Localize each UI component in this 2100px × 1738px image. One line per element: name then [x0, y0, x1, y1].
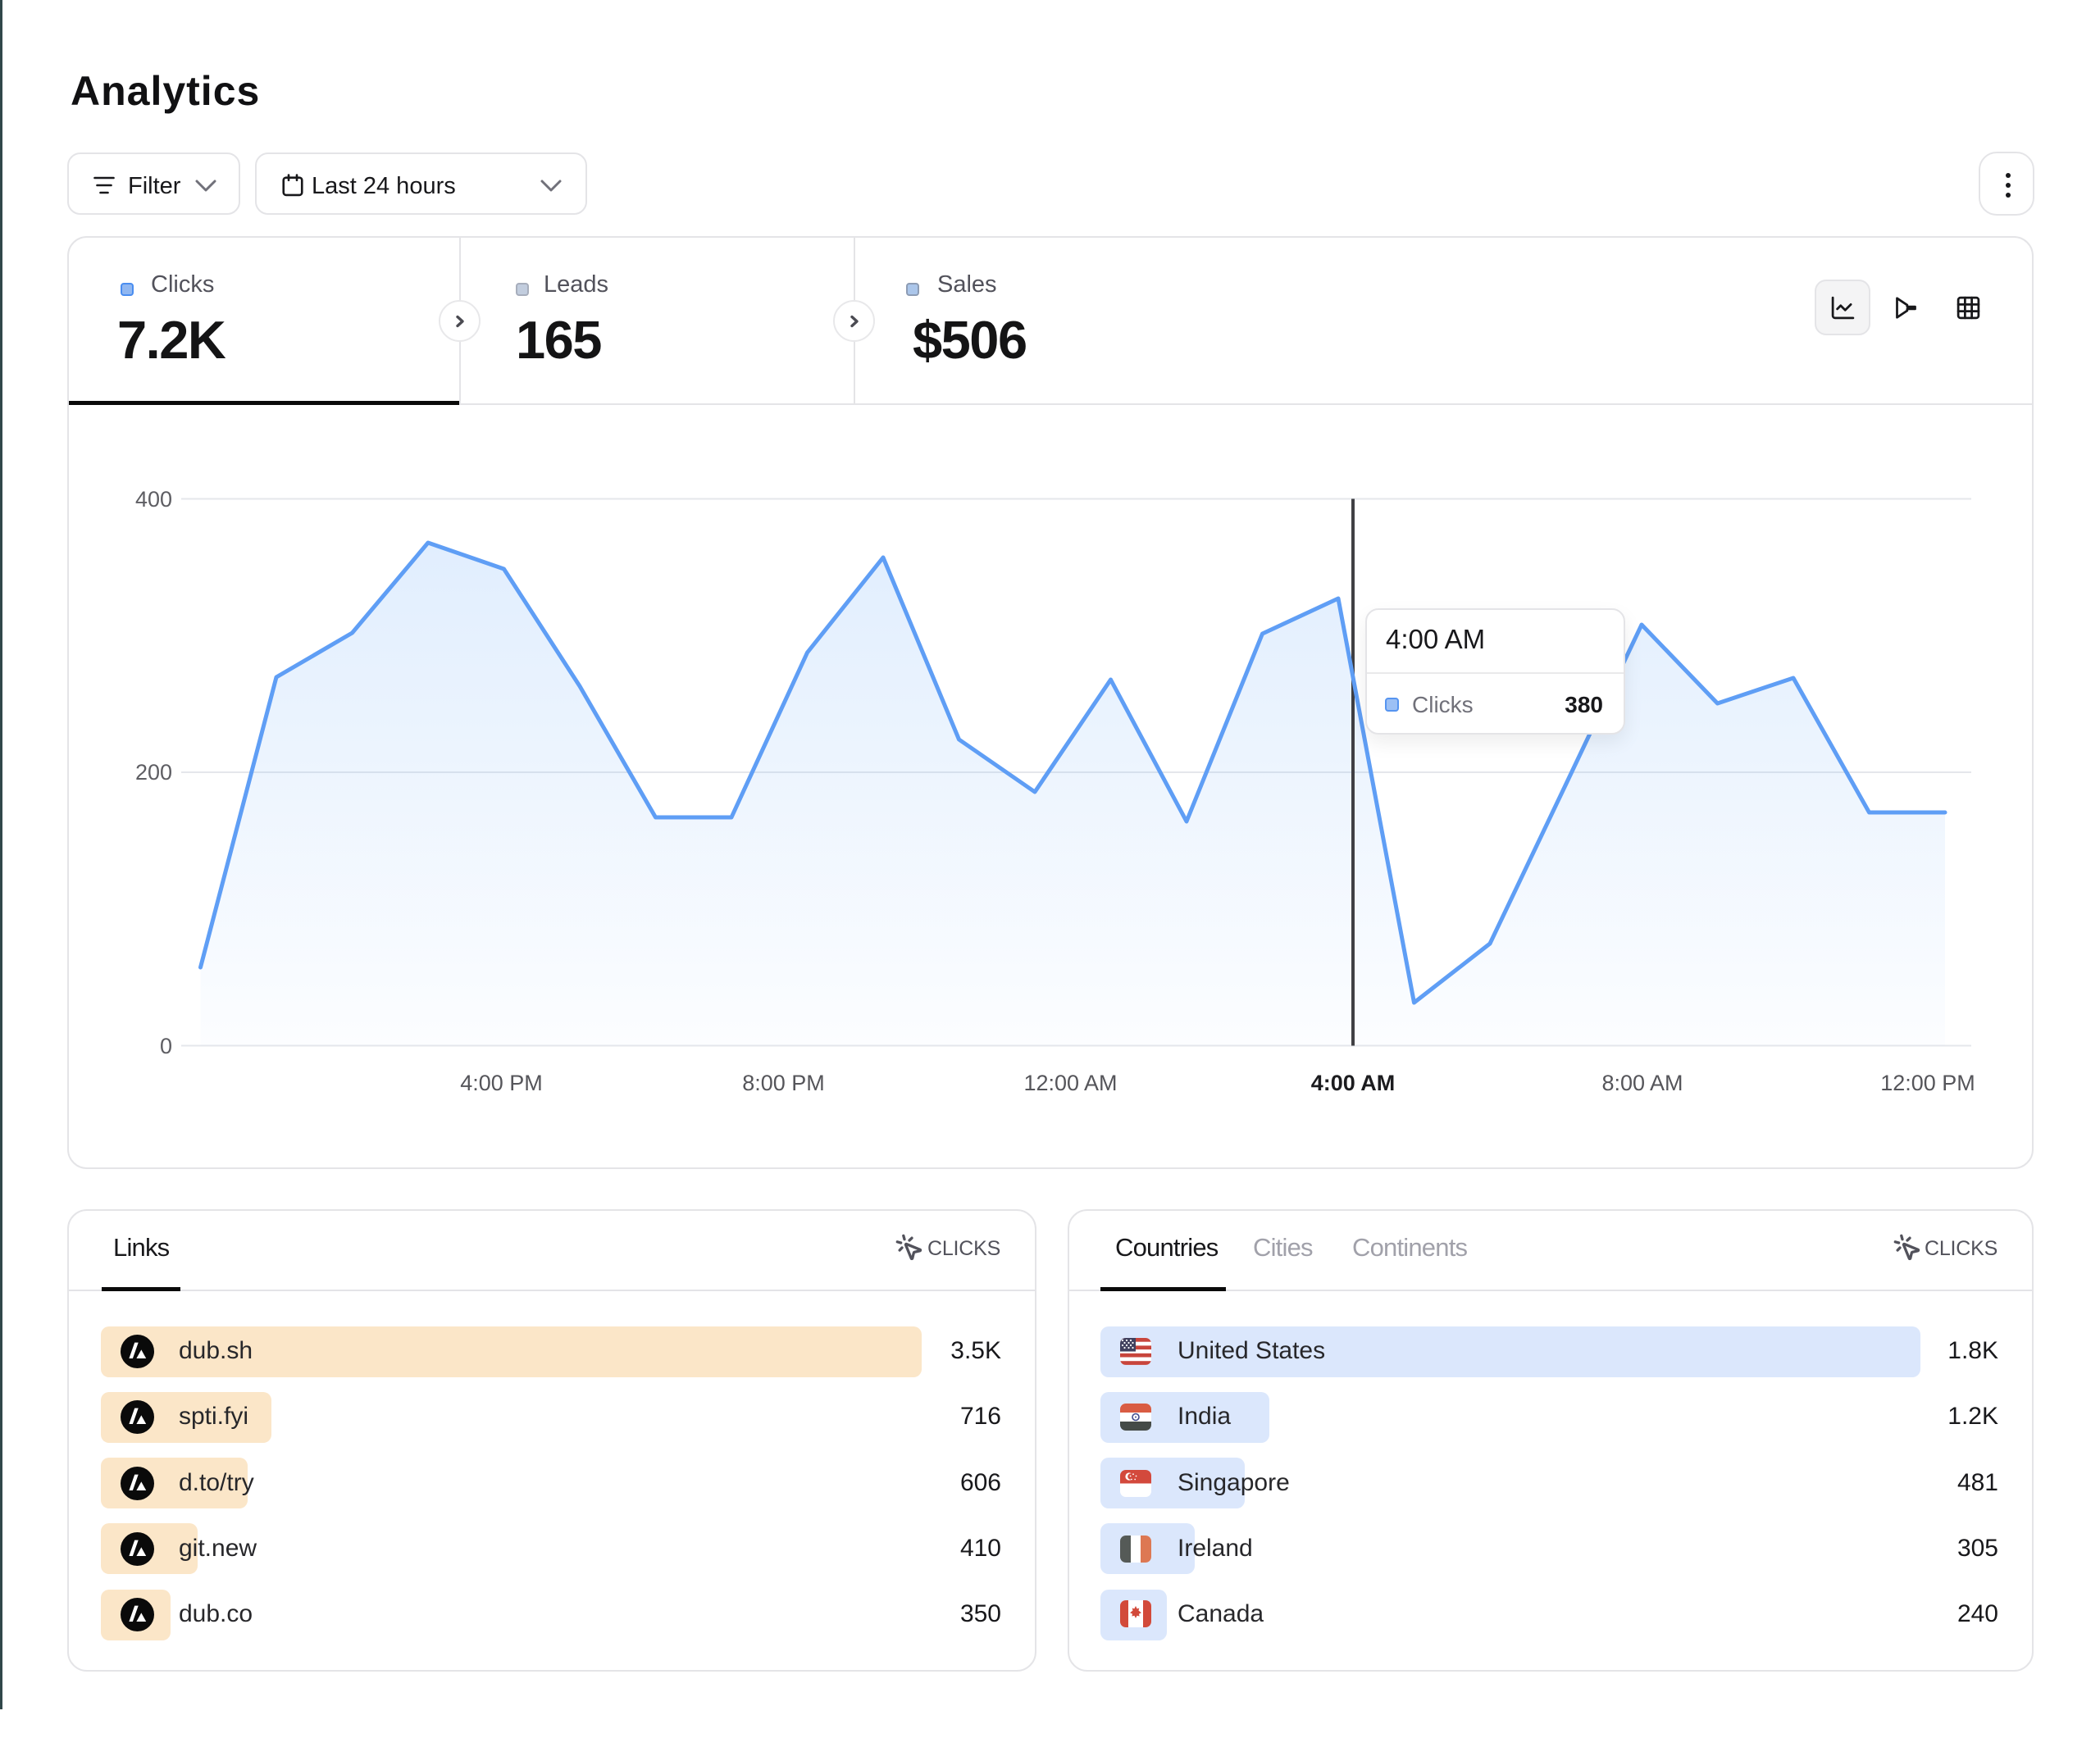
- svg-text:8:00 AM: 8:00 AM: [1601, 1071, 1683, 1095]
- svg-text:8:00 PM: 8:00 PM: [742, 1071, 825, 1095]
- svg-text:200: 200: [135, 760, 172, 785]
- svg-text:400: 400: [135, 487, 172, 512]
- svg-text:0: 0: [160, 1034, 172, 1058]
- svg-text:4:00 PM: 4:00 PM: [460, 1071, 543, 1095]
- svg-text:4:00 AM: 4:00 AM: [1311, 1071, 1396, 1095]
- svg-text:12:00 PM: 12:00 PM: [1880, 1071, 1975, 1095]
- svg-text:12:00 AM: 12:00 AM: [1023, 1071, 1117, 1095]
